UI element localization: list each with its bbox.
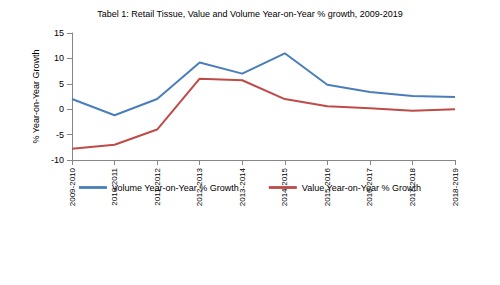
svg-text:2018-2019: 2018-2019 (451, 167, 460, 206)
svg-text:2012-2013: 2012-2013 (195, 168, 205, 207)
svg-text:2011-2012: 2011-2012 (152, 168, 162, 206)
svg-text:-10: -10 (51, 155, 64, 165)
svg-text:Tabel 1: Retail Tissue, Value: Tabel 1: Retail Tissue, Value and Volume… (97, 9, 403, 19)
svg-text:2015-2016: 2015-2016 (322, 168, 332, 207)
svg-text:2016-2017: 2016-2017 (365, 168, 375, 207)
svg-text:Volume Year-on-Year % Growth: Volume Year-on-Year % Growth (112, 183, 239, 193)
svg-text:2017-2018: 2017-2018 (407, 168, 417, 207)
svg-text:2010-2011: 2010-2011 (110, 168, 120, 206)
svg-text:10: 10 (54, 53, 64, 63)
svg-text:2009-2010: 2009-2010 (68, 167, 77, 206)
svg-text:15: 15 (54, 28, 64, 38)
svg-text:5: 5 (59, 79, 64, 89)
svg-text:2013-2014: 2013-2014 (238, 167, 247, 206)
svg-text:0: 0 (59, 104, 64, 114)
svg-text:% Year-on-Year Growth: % Year-on-Year Growth (31, 49, 41, 143)
svg-text:-5: -5 (56, 130, 64, 140)
svg-text:Value Year-on-Year % Growth: Value Year-on-Year % Growth (302, 183, 421, 193)
svg-text:2014-2015: 2014-2015 (280, 168, 290, 207)
